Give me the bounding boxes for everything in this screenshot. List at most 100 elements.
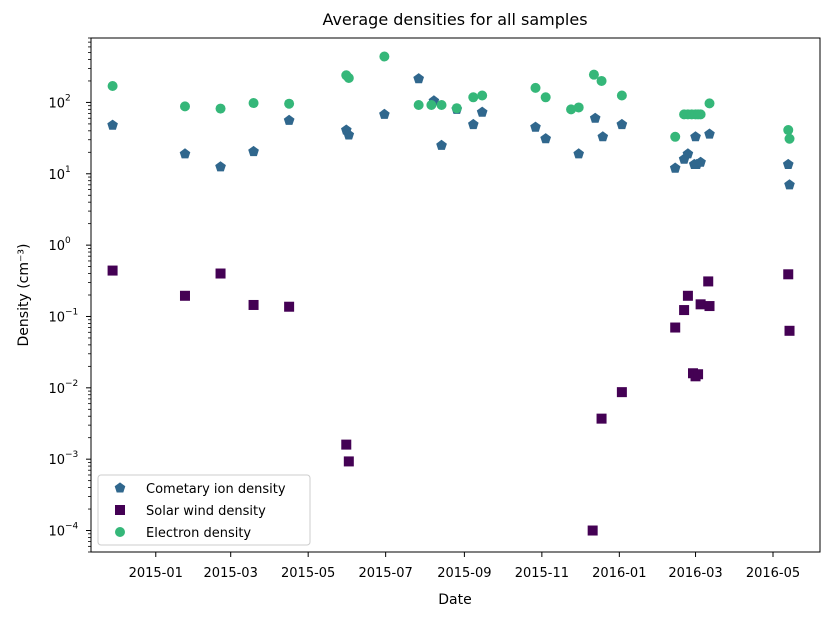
data-point-pentagon — [179, 148, 191, 159]
data-point-circle — [468, 92, 479, 103]
x-tick-label: 2015-05 — [281, 566, 335, 581]
data-point-square — [341, 439, 352, 450]
data-point-square — [284, 301, 295, 312]
data-point-circle — [215, 103, 226, 114]
data-point-square — [179, 290, 190, 301]
data-point-pentagon — [669, 162, 681, 173]
series-circle — [107, 51, 795, 144]
x-tick-label: 2016-05 — [746, 566, 800, 581]
y-tick-exponent: −4 — [65, 522, 79, 532]
data-point-pentagon — [616, 118, 628, 130]
data-point-pentagon — [436, 139, 447, 150]
data-point-square — [107, 265, 118, 276]
data-point-square — [679, 305, 690, 316]
y-tick-exponent: −2 — [65, 379, 78, 389]
data-point-circle — [426, 100, 437, 111]
data-point-square — [670, 322, 681, 333]
data-point-pentagon — [540, 133, 551, 144]
data-point-circle — [451, 103, 462, 114]
y-tick-exponent: 2 — [65, 93, 71, 103]
data-point-square — [704, 301, 715, 312]
data-point-pentagon — [248, 145, 259, 157]
x-tick-label: 2015-09 — [437, 566, 491, 581]
data-point-square — [703, 276, 714, 287]
data-point-circle — [566, 104, 577, 115]
plot-area — [107, 51, 795, 536]
data-point-pentagon — [343, 129, 355, 140]
data-point-pentagon — [215, 161, 226, 172]
y-tick-base: 10 — [48, 168, 65, 183]
y-tick-exponent: 1 — [65, 165, 71, 175]
data-point-circle — [783, 125, 794, 136]
data-point-circle — [704, 98, 715, 109]
y-tick-label: 10 — [48, 96, 65, 111]
y-tick-base: 10 — [48, 310, 65, 325]
y-axis-label: Density (cm⁻³) — [16, 244, 32, 347]
y-tick-label: 10 — [48, 382, 65, 397]
data-point-pentagon — [413, 73, 424, 84]
data-point-square — [616, 387, 627, 398]
data-point-pentagon — [379, 108, 390, 119]
data-point-circle — [540, 92, 551, 103]
data-point-pentagon — [468, 118, 479, 130]
data-point-pentagon — [283, 114, 295, 125]
data-point-circle — [413, 100, 424, 111]
data-point-square — [587, 525, 598, 536]
data-point-square — [215, 268, 226, 279]
x-tick-label: 2015-01 — [129, 566, 183, 581]
data-point-circle — [436, 100, 447, 111]
x-tick-label: 2015-11 — [515, 566, 569, 581]
legend-box — [97, 474, 311, 546]
data-point-square — [693, 369, 704, 380]
legend-label: Electron density — [146, 526, 251, 541]
data-point-circle — [670, 131, 681, 142]
x-axis-label: Date — [438, 592, 471, 608]
data-point-pentagon — [597, 131, 609, 142]
y-tick-base: 10 — [48, 453, 65, 468]
legend-label: Cometary ion density — [146, 482, 286, 497]
data-point-square — [784, 325, 795, 336]
legend-marker-circle — [115, 527, 125, 537]
data-point-pentagon — [704, 128, 715, 139]
data-point-pentagon — [530, 121, 541, 132]
x-tick-label: 2016-03 — [668, 566, 722, 581]
data-point-pentagon — [682, 148, 694, 159]
data-point-circle — [179, 101, 190, 112]
data-point-pentagon — [476, 106, 488, 117]
data-point-circle — [379, 51, 390, 62]
data-point-circle — [588, 69, 599, 80]
legend-label: Solar wind density — [146, 504, 266, 519]
legend: Cometary ion density Solar wind density El… — [97, 474, 311, 546]
data-point-square — [343, 456, 354, 467]
data-point-square — [783, 269, 794, 280]
data-point-pentagon — [784, 179, 795, 190]
legend-marker-pentagon — [114, 482, 126, 493]
x-tick-label: 2015-03 — [204, 566, 258, 581]
data-point-circle — [343, 73, 354, 84]
x-tick-label: 2016-01 — [592, 566, 646, 581]
y-tick-label: 10 — [48, 239, 65, 254]
data-point-square — [596, 413, 607, 424]
y-tick-base: 10 — [48, 239, 65, 254]
data-point-pentagon — [107, 119, 118, 130]
data-point-circle — [573, 102, 584, 113]
data-point-circle — [477, 90, 488, 101]
y-tick-base: 10 — [48, 96, 65, 111]
data-point-square — [695, 299, 706, 310]
y-tick-label: 10 — [48, 525, 65, 540]
data-point-circle — [695, 109, 706, 120]
chart-title: Average densities for all samples — [322, 10, 587, 29]
y-tick-base: 10 — [48, 382, 65, 397]
series-pentagon — [107, 73, 795, 190]
data-point-pentagon — [690, 131, 701, 142]
data-point-square — [682, 290, 693, 301]
legend-marker-square — [115, 505, 125, 515]
y-tick-exponent: −1 — [65, 307, 78, 317]
data-point-pentagon — [573, 148, 584, 159]
data-point-pentagon — [782, 158, 794, 169]
y-tick-exponent: −3 — [65, 450, 78, 460]
y-tick-label: 10 — [48, 168, 65, 183]
y-tick-label: 10 — [48, 310, 65, 325]
